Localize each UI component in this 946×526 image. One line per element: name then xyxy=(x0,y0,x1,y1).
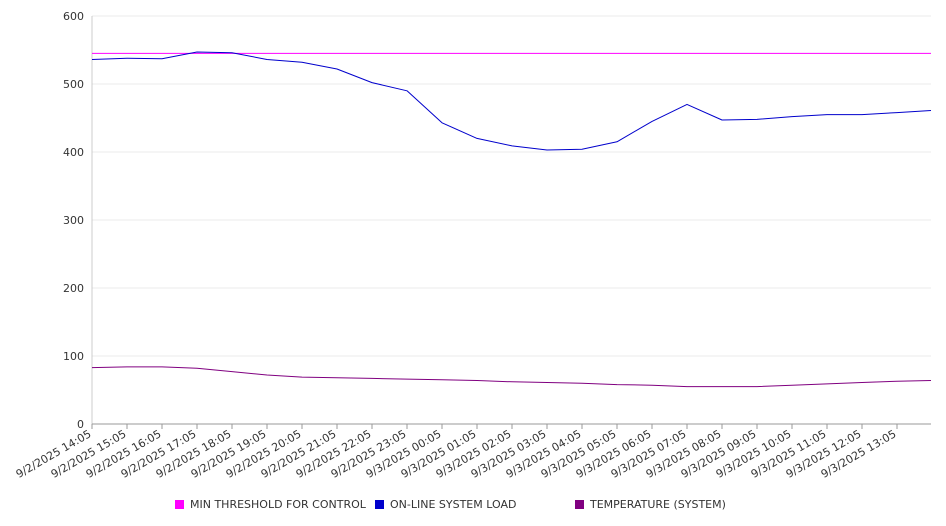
y-tick-label: 100 xyxy=(63,350,84,363)
y-axis: 0 100 200 300 400 500 600 xyxy=(63,10,93,431)
y-tick-label: 300 xyxy=(63,214,84,227)
legend-swatch-system-load xyxy=(375,500,384,509)
legend: MIN THRESHOLD FOR CONTROL ON-LINE SYSTEM… xyxy=(0,498,946,514)
y-tick-label: 0 xyxy=(77,418,84,431)
series-lines xyxy=(91,51,932,388)
legend-label-system-load: ON-LINE SYSTEM LOAD xyxy=(390,498,517,511)
series-line-2 xyxy=(91,366,932,388)
gridlines xyxy=(92,15,931,425)
legend-swatch-threshold xyxy=(175,500,184,509)
legend-label-temperature: TEMPERATURE (SYSTEM) xyxy=(590,498,726,511)
y-tick-label: 500 xyxy=(63,78,84,91)
y-tick-label: 400 xyxy=(63,146,84,159)
x-axis: 9/2/2025 14:059/2/2025 15:059/2/2025 16:… xyxy=(14,423,931,481)
legend-swatch-temperature xyxy=(575,500,584,509)
legend-item-system-load[interactable]: ON-LINE SYSTEM LOAD xyxy=(375,498,516,511)
legend-item-temperature[interactable]: TEMPERATURE (SYSTEM) xyxy=(575,498,726,511)
legend-label-threshold: MIN THRESHOLD FOR CONTROL xyxy=(190,498,366,511)
legend-item-threshold[interactable]: MIN THRESHOLD FOR CONTROL xyxy=(175,498,366,511)
y-tick-label: 200 xyxy=(63,282,84,295)
series-line-1 xyxy=(91,51,932,151)
y-tick-label: 600 xyxy=(63,10,84,23)
